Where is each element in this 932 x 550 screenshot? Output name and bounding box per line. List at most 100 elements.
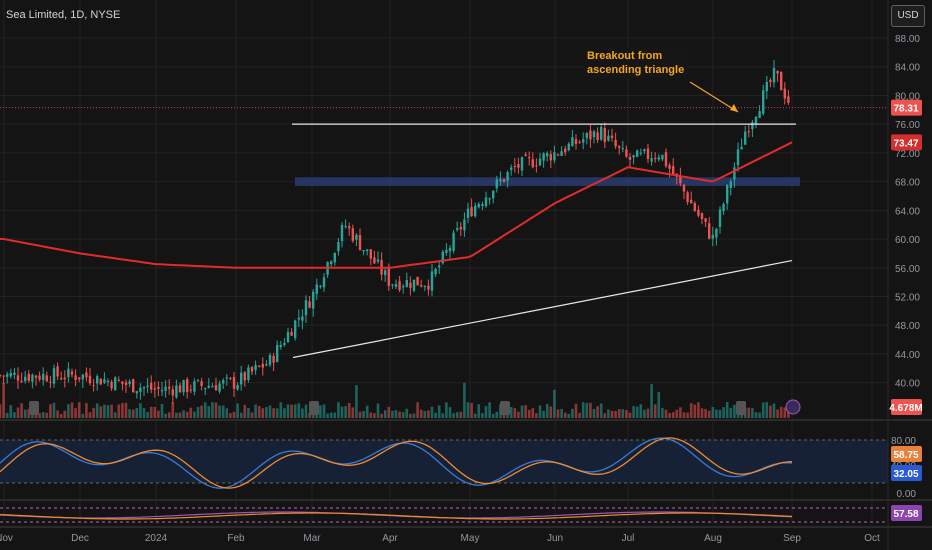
candle-body <box>290 332 293 336</box>
candle-body <box>333 252 336 263</box>
annotation-line-2: ascending triangle <box>587 64 685 76</box>
candle-body <box>211 386 214 388</box>
volume-bar <box>707 410 711 418</box>
candle-body <box>70 371 74 375</box>
candle-body <box>420 284 423 287</box>
price-tick-label: 88.00 <box>895 34 920 45</box>
candle-body <box>762 90 765 114</box>
volume-bar <box>484 406 488 418</box>
candle-body <box>254 365 257 371</box>
earnings-marker <box>29 401 39 415</box>
volume-bar <box>297 403 301 418</box>
candle-body <box>477 204 480 208</box>
annotation-arrow <box>689 81 739 113</box>
candle-body <box>56 366 59 377</box>
candle-body <box>704 218 707 222</box>
volume-bar <box>635 406 639 418</box>
dividend-marker <box>785 399 801 415</box>
volume-bar <box>574 403 578 418</box>
volume-bar <box>733 404 736 418</box>
volume-bar <box>383 410 387 418</box>
candle-body <box>301 316 304 321</box>
time-tick-label: 2024 <box>145 533 168 544</box>
volume-bar <box>578 412 581 418</box>
volume-bar <box>556 409 560 418</box>
volume-bar <box>41 412 45 418</box>
volume-bar <box>610 410 614 418</box>
oscillator-pane <box>0 507 888 523</box>
volume-badge-bg <box>891 399 922 415</box>
candle-body <box>189 389 192 391</box>
candle-body <box>682 184 686 192</box>
candle-body <box>387 268 390 286</box>
volume-bar <box>193 411 196 418</box>
candle-body <box>312 291 315 309</box>
candle-body <box>772 68 776 83</box>
volume-bar <box>538 405 542 418</box>
candle-body <box>117 379 120 381</box>
volume-bar <box>139 403 142 418</box>
candle-body <box>650 158 653 162</box>
volume-bar <box>488 402 491 418</box>
volume-bar <box>725 402 729 418</box>
candle-body <box>729 181 732 188</box>
volume-bar <box>67 404 70 418</box>
breakout-annotation: Breakout from ascending triangle <box>584 48 688 78</box>
stoch-d-badge-bg <box>891 465 922 481</box>
candle-body <box>186 379 189 393</box>
volume-bar <box>776 409 779 418</box>
volume-bar <box>391 410 394 418</box>
moving-average-line <box>0 141 793 269</box>
candle-body <box>715 228 718 238</box>
time-tick-label: Mar <box>303 533 321 544</box>
volume-bar <box>380 413 383 418</box>
volume-bar <box>495 411 499 418</box>
candle-body <box>276 345 279 362</box>
candle-body <box>754 117 758 124</box>
stoch-d-line <box>0 437 793 489</box>
candle-body <box>726 185 729 204</box>
volume-bar <box>167 412 171 418</box>
volume-bar <box>117 404 121 418</box>
volume-bar <box>344 406 347 418</box>
time-tick-label: Nov <box>0 533 13 544</box>
candle-body <box>686 192 689 203</box>
earnings-marker <box>309 401 319 415</box>
candle-body <box>657 157 660 160</box>
candle-body <box>358 235 362 251</box>
price-tick-label: 80.00 <box>895 91 920 102</box>
candle-body <box>34 375 38 378</box>
candle-body <box>164 386 167 391</box>
volume-bar <box>401 412 405 418</box>
annotation-line-1: Breakout from <box>587 50 663 62</box>
candle-body <box>697 209 700 216</box>
candle-body <box>384 270 387 276</box>
volume-bar <box>293 404 297 418</box>
volume-bar <box>232 411 236 418</box>
candle-body <box>664 152 668 167</box>
volume-bar <box>387 406 391 418</box>
candle-body <box>286 332 290 343</box>
volume-bar <box>646 408 650 418</box>
currency-button[interactable]: USD <box>891 5 925 27</box>
volume-bar <box>261 408 265 418</box>
candle-body <box>463 219 466 231</box>
volume-bar <box>769 405 772 418</box>
volume-bar <box>427 410 430 418</box>
volume-bar <box>268 405 272 418</box>
candle-body <box>402 286 405 288</box>
volume-bar <box>765 402 769 418</box>
candle-body <box>99 378 102 385</box>
time-tick-label: Jun <box>547 533 563 544</box>
candle-body <box>769 80 772 83</box>
candle-body <box>139 387 142 392</box>
candle-body <box>672 166 675 175</box>
candle-body <box>218 383 221 392</box>
volume-bar <box>657 392 661 418</box>
volume-bar <box>218 405 221 418</box>
osc-tick-label: 80.00 <box>891 436 916 447</box>
volume-bar <box>106 405 110 418</box>
candle-body <box>88 375 92 384</box>
